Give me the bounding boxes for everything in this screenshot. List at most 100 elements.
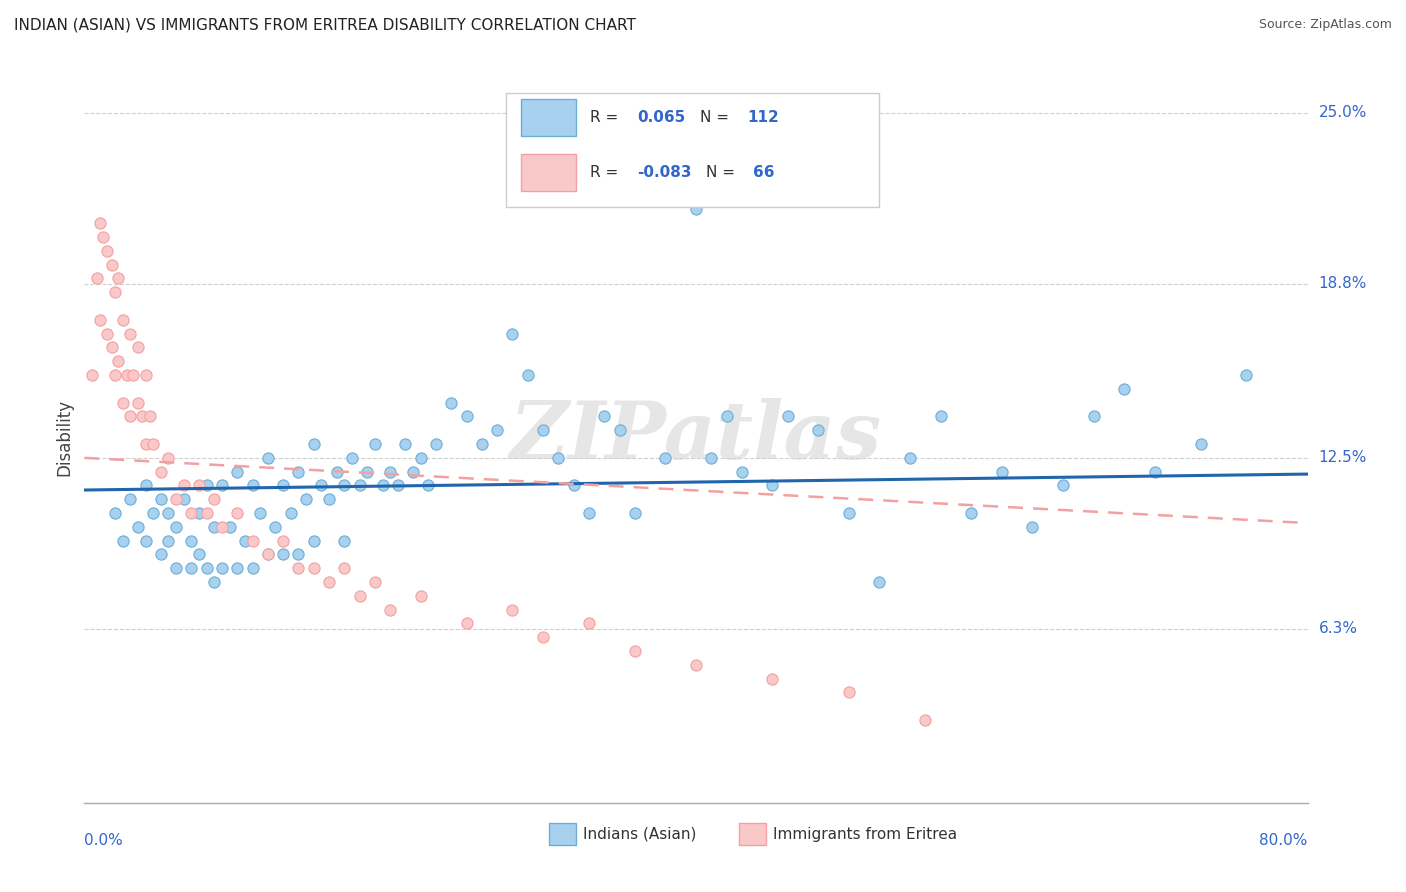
Point xyxy=(340,450,363,465)
Point xyxy=(578,506,600,520)
Point xyxy=(1052,478,1074,492)
Point xyxy=(173,492,195,507)
Point xyxy=(226,561,249,575)
Point xyxy=(249,506,271,520)
Bar xyxy=(522,99,576,136)
Point xyxy=(531,630,554,644)
Point xyxy=(929,409,952,424)
Text: 66: 66 xyxy=(754,165,775,180)
Point xyxy=(409,450,432,465)
Point xyxy=(157,533,180,548)
Text: INDIAN (ASIAN) VS IMMIGRANTS FROM ERITREA DISABILITY CORRELATION CHART: INDIAN (ASIAN) VS IMMIGRANTS FROM ERITRE… xyxy=(14,18,636,33)
Point xyxy=(387,478,409,492)
Point xyxy=(1189,437,1212,451)
Point xyxy=(516,368,538,382)
Point xyxy=(1083,409,1105,424)
Point xyxy=(869,574,891,589)
Point xyxy=(838,506,860,520)
FancyBboxPatch shape xyxy=(506,94,880,207)
Text: 0.0%: 0.0% xyxy=(84,833,124,848)
Text: -0.083: -0.083 xyxy=(637,165,692,180)
Bar xyxy=(522,154,576,191)
Point xyxy=(456,616,478,631)
Point xyxy=(91,230,114,244)
Point xyxy=(120,326,142,341)
Point xyxy=(226,506,249,520)
Point xyxy=(188,506,211,520)
Bar xyxy=(738,823,766,846)
Point xyxy=(142,506,165,520)
Point xyxy=(233,533,256,548)
Point xyxy=(654,450,676,465)
Point xyxy=(89,312,111,326)
Point xyxy=(188,548,211,562)
Point xyxy=(409,589,432,603)
Point xyxy=(80,368,103,382)
Point xyxy=(425,437,447,451)
Point xyxy=(502,326,524,341)
Point xyxy=(271,533,294,548)
Point xyxy=(364,574,387,589)
Point xyxy=(257,548,280,562)
Point xyxy=(195,506,218,520)
Point xyxy=(202,520,225,534)
Point xyxy=(86,271,108,285)
Point xyxy=(302,437,325,451)
Point xyxy=(609,423,631,437)
Point xyxy=(127,395,149,409)
Point xyxy=(195,478,218,492)
Point xyxy=(311,478,333,492)
Point xyxy=(127,520,149,534)
Point xyxy=(135,437,157,451)
Point xyxy=(157,450,180,465)
Point xyxy=(257,450,280,465)
Point xyxy=(486,423,509,437)
Point xyxy=(115,368,138,382)
Point xyxy=(731,465,754,479)
Point xyxy=(898,450,921,465)
Point xyxy=(562,478,585,492)
Point xyxy=(333,533,356,548)
Point xyxy=(135,368,157,382)
Point xyxy=(380,465,402,479)
Point xyxy=(202,492,225,507)
Point xyxy=(624,644,647,658)
Y-axis label: Disability: Disability xyxy=(55,399,73,475)
Point xyxy=(295,492,318,507)
Text: 18.8%: 18.8% xyxy=(1319,277,1367,292)
Point xyxy=(242,533,264,548)
Point xyxy=(165,492,187,507)
Point xyxy=(127,340,149,354)
Point xyxy=(356,465,378,479)
Text: Indians (Asian): Indians (Asian) xyxy=(583,827,697,842)
Text: R =: R = xyxy=(589,165,623,180)
Point xyxy=(394,437,416,451)
Point xyxy=(287,548,309,562)
Point xyxy=(761,672,783,686)
Point xyxy=(318,574,340,589)
Point xyxy=(149,492,172,507)
Point xyxy=(180,533,202,548)
Point xyxy=(776,409,799,424)
Point xyxy=(122,368,145,382)
Point xyxy=(333,478,356,492)
Point xyxy=(280,506,302,520)
Point xyxy=(202,574,225,589)
Point xyxy=(502,602,524,616)
Point xyxy=(226,465,249,479)
Point xyxy=(271,548,294,562)
Text: Source: ZipAtlas.com: Source: ZipAtlas.com xyxy=(1258,18,1392,31)
Point xyxy=(914,713,936,727)
Point xyxy=(685,657,707,672)
Point xyxy=(807,423,830,437)
Point xyxy=(318,492,340,507)
Point xyxy=(104,285,127,300)
Point xyxy=(287,465,309,479)
Point xyxy=(716,409,738,424)
Point xyxy=(531,423,554,437)
Text: 0.065: 0.065 xyxy=(637,110,686,125)
Text: R =: R = xyxy=(589,110,623,125)
Point xyxy=(302,561,325,575)
Point xyxy=(1236,368,1258,382)
Point xyxy=(107,271,129,285)
